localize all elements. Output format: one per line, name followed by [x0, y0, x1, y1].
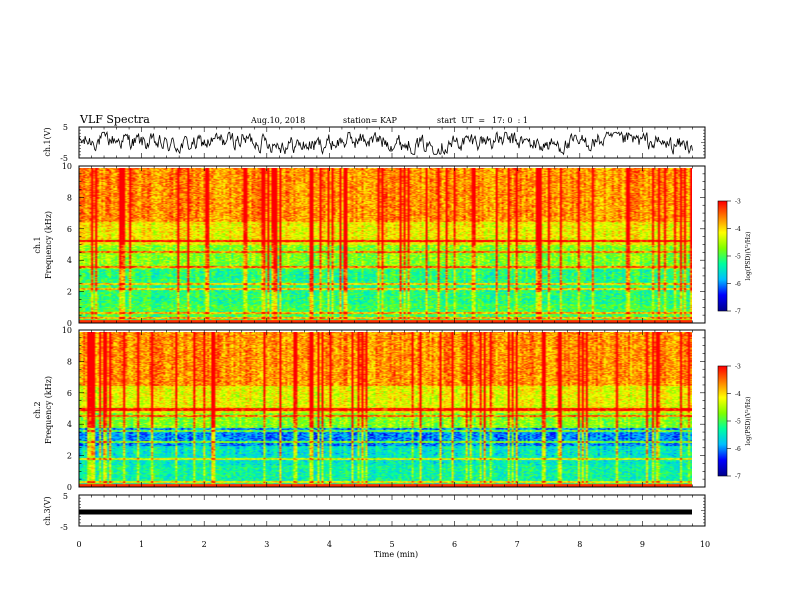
ch3-waveform-ticks — [78, 494, 706, 527]
header-start-label: start UT = — [437, 116, 485, 125]
colorbar-ticklabel: -4 — [735, 391, 741, 398]
x-ticklabel: 4 — [327, 540, 332, 549]
header-date: Aug.10, 2018 — [250, 116, 305, 125]
y-ticklabel: 0 — [67, 319, 72, 328]
ch2-colorbar-label: log(PSD)(V2/Hz) — [744, 397, 752, 446]
x-ticklabel: 9 — [640, 540, 645, 549]
ch2-spectrogram-channel: ch.2 Frequency (kHz) — [33, 376, 53, 444]
ch2-colorbar-ticks: -3 -4 -5 -6 -7 — [727, 364, 741, 481]
header-start-time: 17: 0 : 1 — [492, 116, 528, 125]
y-ticklabel: 8 — [67, 193, 72, 202]
x-ticklabel: 1 — [139, 540, 144, 549]
ch3-ytick-bottom: -5 — [60, 523, 68, 532]
x-ticklabel: 5 — [389, 540, 394, 549]
ch2-freq-label: Frequency (kHz) — [44, 376, 53, 444]
colorbar-ticklabel: -7 — [735, 309, 741, 316]
figure-title: VLF Spectra — [79, 113, 150, 126]
y-ticklabel: 6 — [67, 389, 72, 398]
x-ticklabel: 6 — [452, 540, 457, 549]
y-ticklabel: 6 — [67, 225, 72, 234]
time-axis-ticklabels: 0 1 2 3 4 5 6 7 8 9 10 — [76, 540, 710, 549]
ch1-spectrogram-channel: ch.1 Frequency (kHz) — [33, 211, 53, 279]
ch1-colorbar-gradient — [718, 201, 727, 311]
y-ticklabel: 2 — [67, 452, 72, 461]
ch1-waveform-ylabel: ch.1(V) — [43, 127, 52, 156]
colorbar-ticklabel: -3 — [735, 364, 741, 371]
ch1-spectrogram-panel: 0 2 4 6 8 10 ch.1 Frequency (kHz) — [33, 162, 706, 328]
ch3-waveform-ylabel: ch.3(V) — [43, 496, 52, 525]
x-ticklabel: 0 — [76, 540, 81, 549]
colorbar-ticklabel: -6 — [735, 446, 741, 453]
ch2-spectrogram-ticks — [78, 329, 706, 488]
ch2-colorbar: -3 -4 -5 -6 -7 log(PSD)(V2/Hz) — [717, 364, 752, 481]
ch3-waveform-line — [79, 509, 692, 515]
ch3-ytick-top: 5 — [63, 492, 68, 501]
y-ticklabel: 8 — [67, 357, 72, 366]
y-ticklabel: 0 — [67, 483, 72, 492]
ch1-spectrogram-image — [79, 168, 692, 323]
y-ticklabel: 2 — [67, 288, 72, 297]
ch1-spectrogram-ticks — [78, 165, 706, 324]
colorbar-ticklabel: -5 — [735, 254, 741, 261]
ch1-ytick-bottom: -5 — [60, 154, 68, 163]
ch2-spectrogram-image — [79, 332, 692, 487]
x-ticklabel: 3 — [264, 540, 269, 549]
y-ticklabel: 10 — [62, 326, 72, 335]
colorbar-ticklabel: -3 — [735, 199, 741, 206]
ch3-waveform-panel: 5 -5 ch.3(V) — [43, 492, 706, 532]
ch1-colorbar: -3 -4 -5 -6 -7 log(PSD)(V2/Hz) — [717, 199, 752, 316]
y-ticklabel: 4 — [67, 420, 72, 429]
ch1-ytick-top: 5 — [63, 123, 68, 132]
ch1-channel-label: ch.1 — [33, 236, 42, 253]
colorbar-ticklabel: -7 — [735, 474, 741, 481]
x-ticklabel: 2 — [202, 540, 207, 549]
y-ticklabel: 4 — [67, 256, 72, 265]
y-ticklabel: 10 — [62, 162, 72, 171]
ch1-colorbar-label: log(PSD)(V2/Hz) — [744, 232, 752, 281]
ch1-waveform-line — [78, 131, 693, 156]
ch2-spectrogram-yticks: 0 2 4 6 8 10 — [62, 326, 72, 492]
ch1-colorbar-ticks: -3 -4 -5 -6 -7 — [727, 199, 741, 316]
ch1-waveform-ticks — [78, 126, 706, 159]
ch2-colorbar-gradient — [718, 366, 727, 476]
ch2-channel-label: ch.2 — [33, 401, 42, 418]
ch1-waveform-panel: 5 -5 ch.1(V) — [43, 123, 706, 163]
colorbar-ticklabel: -6 — [735, 281, 741, 288]
ch2-spectrogram-panel: 0 2 4 6 8 10 ch.2 Frequency (kHz) — [33, 326, 706, 492]
x-ticklabel: 10 — [700, 540, 710, 549]
time-axis-label: Time (min) — [374, 550, 418, 559]
x-ticklabel: 8 — [577, 540, 582, 549]
header-station: station= KAP — [343, 116, 398, 125]
ch1-freq-label: Frequency (kHz) — [44, 211, 53, 279]
colorbar-ticklabel: -4 — [735, 226, 741, 233]
colorbar-ticklabel: -5 — [735, 419, 741, 426]
ch1-spectrogram-yticks: 0 2 4 6 8 10 — [62, 162, 72, 328]
x-ticklabel: 7 — [515, 540, 520, 549]
